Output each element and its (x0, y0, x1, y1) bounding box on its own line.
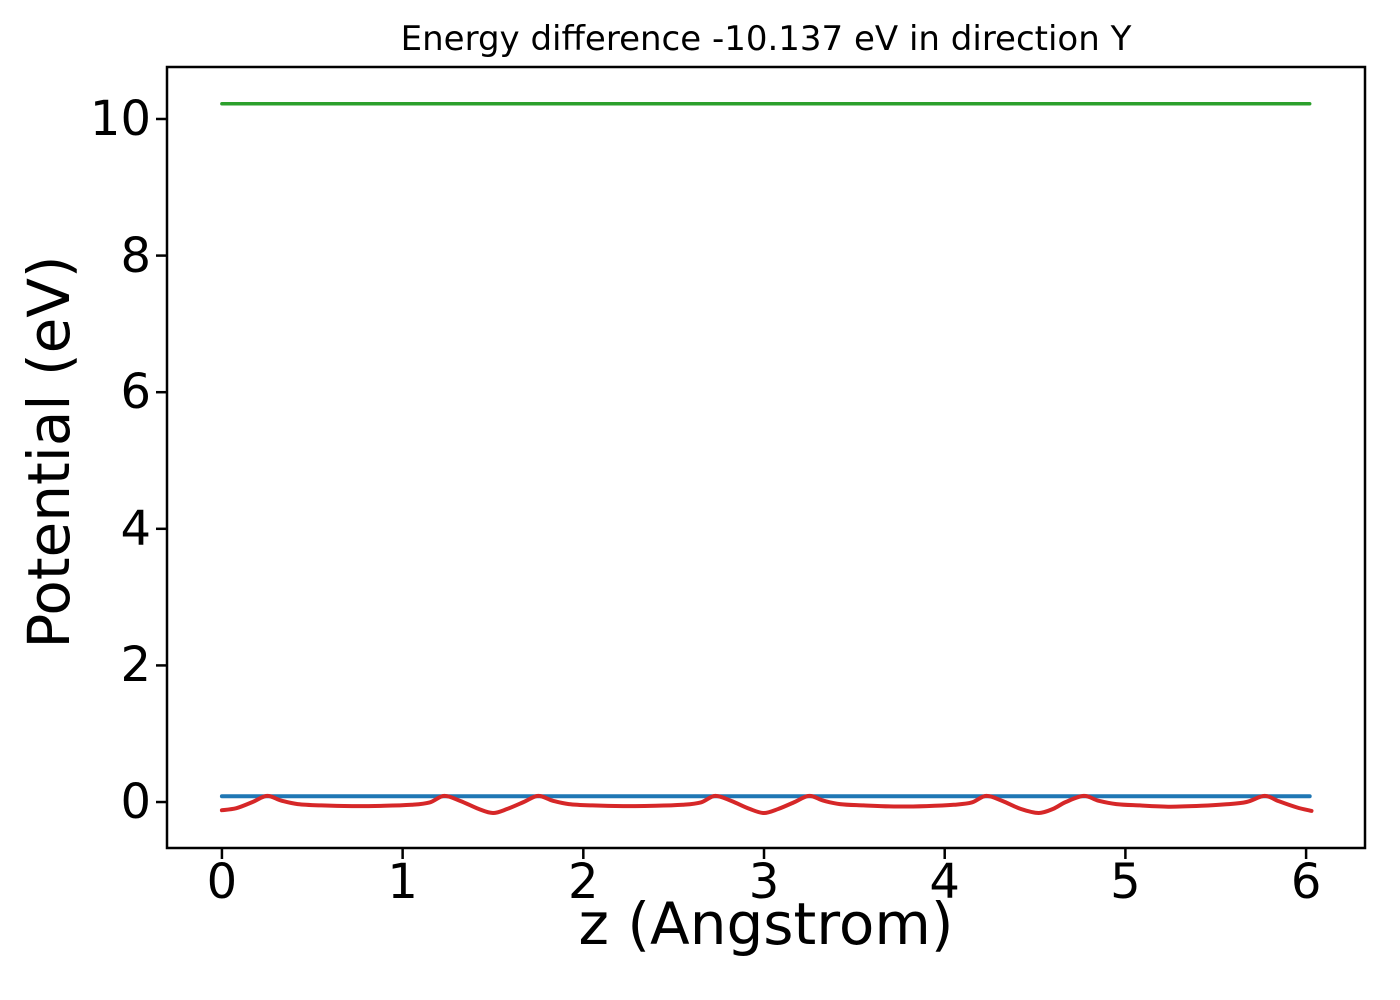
planar-potential-curve (219, 793, 1314, 815)
x-tick-label: 6 (1290, 854, 1322, 910)
x-tick-label: 3 (748, 854, 780, 910)
x-tick-label: 0 (206, 854, 238, 910)
y-tick-label: 4 (120, 500, 151, 557)
x-tick-label: 1 (387, 854, 418, 910)
y-tick-label: 0 (120, 774, 151, 831)
y-tick-label: 6 (120, 364, 151, 421)
x-axis-label: z (Angstrom) (578, 890, 954, 958)
x-tick-label: 2 (568, 854, 599, 910)
chart-title: Energy difference -10.137 eV in directio… (400, 19, 1132, 59)
x-tick-label: 5 (1110, 854, 1141, 910)
axes-frame (165, 65, 1367, 850)
y-tick-label: 10 (89, 90, 151, 147)
y-tick-label: 2 (120, 637, 151, 694)
y-tick-label: 8 (120, 227, 151, 284)
x-tick-label: 4 (929, 854, 960, 910)
y-axis-label: Potential (eV) (15, 255, 84, 649)
